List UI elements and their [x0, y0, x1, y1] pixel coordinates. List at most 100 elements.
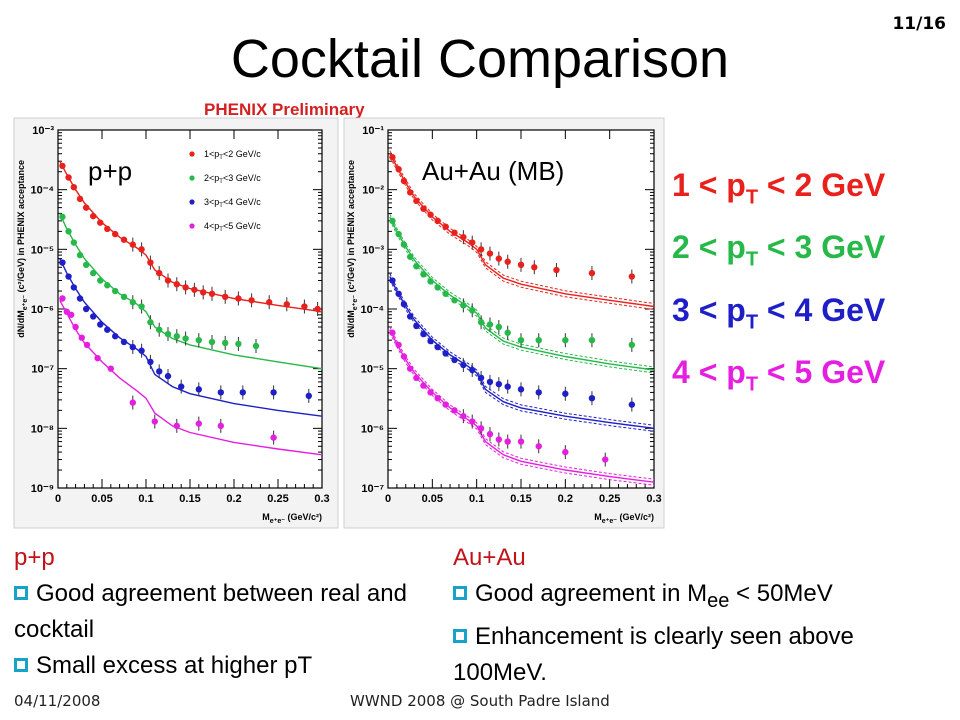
data-point — [82, 204, 90, 211]
data-point — [517, 438, 525, 445]
data-point — [469, 239, 476, 246]
data-point — [395, 166, 402, 173]
data-point — [129, 343, 136, 351]
footer-date: 04/11/2008 — [14, 692, 101, 710]
x-tick-label: 0 — [55, 493, 61, 505]
square-bullet-icon — [453, 586, 467, 600]
plot-frame — [57, 129, 323, 489]
data-point — [562, 336, 569, 344]
data-point — [107, 365, 115, 372]
data-point — [147, 358, 154, 366]
data-point — [434, 284, 441, 291]
data-point — [406, 253, 414, 260]
data-point — [486, 430, 494, 438]
data-point — [460, 233, 467, 241]
data-point — [504, 383, 511, 390]
y-tick-label: 10⁻⁹ — [31, 483, 54, 495]
square-bullet-icon — [453, 628, 467, 643]
data-point — [395, 341, 402, 349]
data-point — [477, 246, 485, 253]
data-point — [164, 330, 172, 338]
data-point — [504, 438, 511, 445]
preliminary-label: PHENIX Preliminary — [204, 100, 365, 119]
data-point — [314, 305, 321, 313]
data-point — [90, 313, 97, 320]
data-point — [535, 443, 542, 450]
data-point — [427, 278, 434, 285]
data-point — [517, 386, 525, 393]
data-point — [178, 383, 185, 390]
pt-bin-legend: 1 < pT < 2 GeV 2 < pT < 3 GeV 3 < pT < 4… — [672, 160, 885, 410]
data-point — [389, 277, 396, 284]
data-point — [413, 322, 420, 330]
data-point — [129, 399, 136, 406]
data-point — [495, 436, 503, 443]
x-tick-label: 0.2 — [558, 493, 573, 505]
data-point — [460, 361, 467, 369]
data-point — [588, 269, 596, 277]
data-point — [156, 326, 163, 333]
data-point — [70, 284, 78, 291]
data-point — [389, 329, 396, 336]
data-point — [562, 390, 569, 397]
pt-bin-3: 3 < pT < 4 GeV — [672, 291, 886, 334]
x-tick-label: 0.3 — [314, 493, 329, 505]
y-axis-label: dN/dMe⁺e⁻ (c²/GeV) in PHENIX acceptance — [346, 160, 359, 338]
x-tick-label: 0 — [385, 493, 391, 505]
data-point — [305, 392, 312, 400]
panel-label: Au+Au (MB) — [422, 156, 564, 186]
data-point — [477, 374, 485, 382]
data-point — [420, 382, 427, 389]
data-point — [442, 401, 449, 408]
data-point — [504, 329, 511, 336]
x-tick-label: 0.2 — [226, 493, 241, 505]
data-point — [173, 422, 180, 430]
data-point — [517, 261, 525, 269]
legend-marker — [189, 151, 195, 157]
data-point — [420, 205, 427, 212]
data-point — [562, 448, 569, 456]
data-point — [400, 301, 408, 308]
data-point — [400, 353, 408, 360]
auau-note-1: Good agreement in Mee < 50MeV — [453, 576, 923, 619]
pp-note-1: Good agreement between real and cocktail — [14, 580, 407, 643]
data-point — [72, 323, 79, 331]
data-point — [82, 261, 90, 269]
data-point — [553, 266, 560, 274]
data-point — [434, 394, 441, 402]
data-point — [451, 407, 458, 414]
data-point — [406, 365, 414, 372]
pt-bin-4: 4 < pT < 5 GeV — [672, 354, 886, 396]
data-point — [156, 368, 163, 375]
data-point — [65, 228, 72, 235]
data-point — [195, 386, 202, 393]
data-point — [389, 154, 396, 161]
y-tick-label: 10⁻⁸ — [31, 423, 54, 435]
data-point — [82, 305, 90, 313]
footer-event: WWND 2008 @ South Padre Island — [350, 692, 610, 710]
x-tick-label: 0.05 — [91, 493, 112, 505]
data-point — [129, 299, 136, 306]
data-point — [217, 422, 224, 430]
data-point — [70, 239, 78, 246]
square-bullet-icon — [14, 658, 28, 672]
data-point — [78, 334, 85, 341]
data-point — [602, 456, 609, 463]
data-point — [76, 195, 84, 203]
pp-notes-heading: p+p — [14, 544, 55, 571]
data-point — [628, 401, 636, 408]
data-point — [400, 177, 408, 185]
data-point — [112, 287, 119, 295]
data-point — [628, 273, 636, 280]
data-point — [477, 425, 485, 432]
data-point — [164, 277, 172, 284]
data-point — [208, 290, 216, 297]
data-point — [283, 301, 290, 308]
data-point — [200, 289, 207, 296]
data-point — [173, 333, 180, 340]
data-point — [59, 295, 66, 302]
data-point — [495, 255, 503, 262]
data-point — [235, 340, 242, 348]
data-point — [191, 286, 198, 293]
data-point — [588, 336, 596, 344]
